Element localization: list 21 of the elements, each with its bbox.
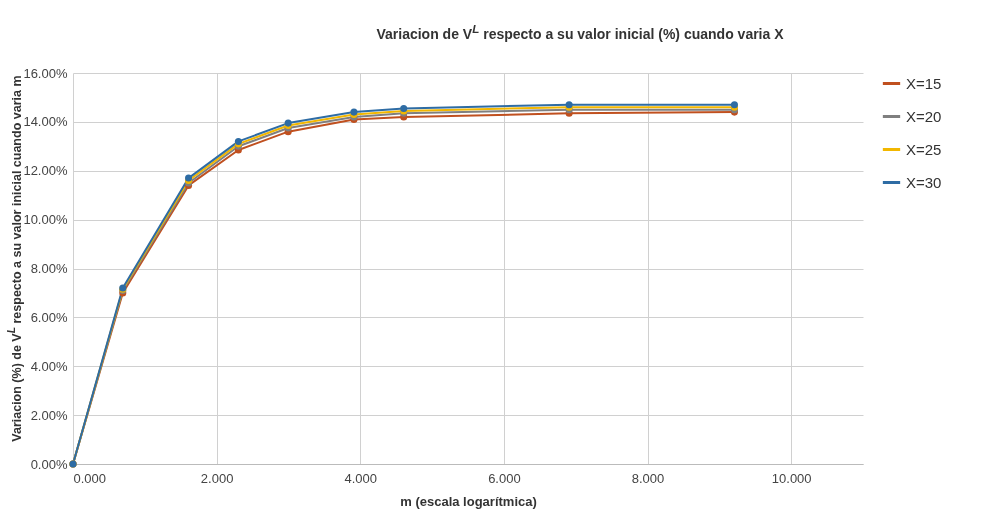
- legend-label: X=20: [906, 107, 942, 125]
- legend-label: X=15: [906, 74, 942, 92]
- y-tick-label: 0.00%: [30, 456, 68, 472]
- x-tick-label: 0.000: [73, 470, 107, 486]
- y-tick-label: 12.00%: [23, 163, 68, 179]
- y-tick-label: 4.00%: [30, 358, 68, 374]
- x-tick-label: 10.000: [771, 470, 812, 486]
- chart-title: Variacion de V$^{L}$ respecto a su valor inicial (%) cuando varia X: [375, 22, 785, 42]
- y-tick-label: 14.00%: [23, 114, 68, 130]
- legend-label: X=25: [906, 140, 942, 158]
- y-tick-label: 16.00%: [23, 65, 68, 81]
- y-tick-label: 2.00%: [30, 407, 68, 423]
- x-tick-label: 4.000: [344, 470, 378, 486]
- y-tick-label: 6.00%: [30, 309, 68, 325]
- x-tick-label: 6.000: [488, 470, 521, 486]
- y-tick-label: 10.00%: [23, 212, 68, 228]
- x-tick-label: 2.000: [200, 470, 234, 486]
- y-tick-label: 8.00%: [30, 261, 68, 276]
- legend-label: X=30: [906, 173, 942, 191]
- x-axis-title: m (escala logarítmica): [400, 493, 537, 509]
- x-tick-label: 8.000: [631, 470, 665, 486]
